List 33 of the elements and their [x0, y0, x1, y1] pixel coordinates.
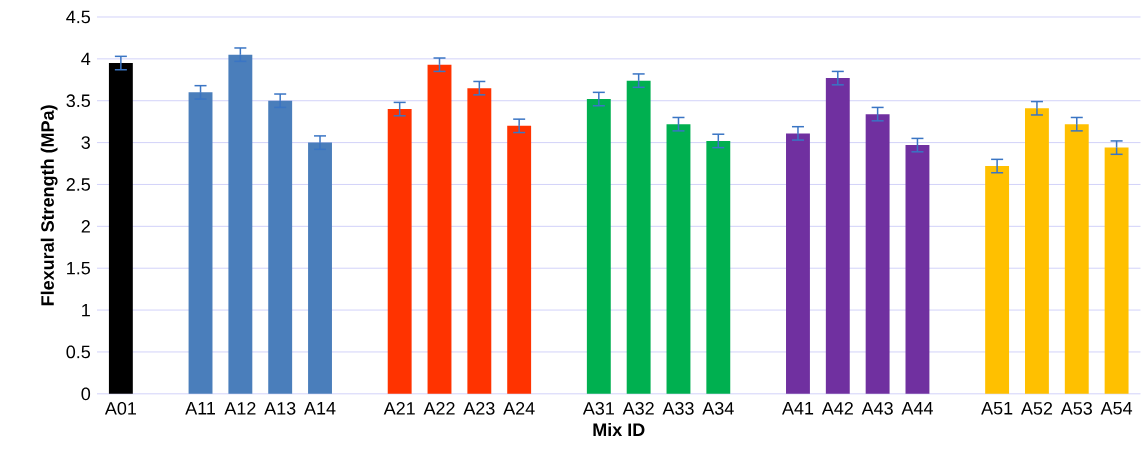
x-tick-label: A32: [622, 402, 654, 415]
x-tick-label: A33: [662, 402, 694, 415]
x-tick-label: A01: [104, 402, 136, 415]
x-tick-label: A11: [185, 402, 215, 415]
y-tick-label: 2: [81, 220, 90, 233]
x-tick-label: A34: [702, 402, 734, 415]
x-tick-label: A23: [463, 402, 495, 415]
x-tick-label: A53: [1060, 402, 1092, 415]
x-tick-label: A41: [781, 402, 814, 415]
x-tick-label: A24: [503, 402, 535, 415]
y-tick-label: 4.5: [66, 10, 91, 24]
y-tick-label: 3.5: [66, 94, 91, 108]
x-tick-label: A42: [821, 402, 853, 415]
x-tick-label: A51: [981, 402, 1013, 415]
x-tick-label: A21: [383, 402, 415, 415]
x-tick-label: A31: [582, 402, 614, 415]
x-tick-label: A13: [264, 402, 296, 415]
x-tick-label: A14: [304, 402, 336, 415]
y-tick-label: 1.5: [67, 262, 91, 275]
x-tick-label: A54: [1100, 402, 1133, 415]
y-tick-label: 0.5: [66, 345, 91, 359]
x-axis-title: Mix ID: [593, 423, 645, 437]
y-tick-label: 0: [81, 387, 91, 401]
x-tick-label: A43: [861, 402, 893, 415]
y-tick-label: 3: [81, 136, 90, 150]
y-axis-title: Flexural Strength (MPa): [40, 105, 58, 306]
x-tick-label: A44: [901, 402, 933, 415]
y-tick-label: 1: [82, 303, 90, 317]
x-tick-label: A22: [423, 402, 455, 415]
y-tick-label: 4: [81, 52, 91, 66]
y-tick-label: 2.5: [66, 178, 91, 191]
x-tick-label: A52: [1020, 402, 1053, 415]
x-tick-label: A12: [224, 402, 256, 415]
